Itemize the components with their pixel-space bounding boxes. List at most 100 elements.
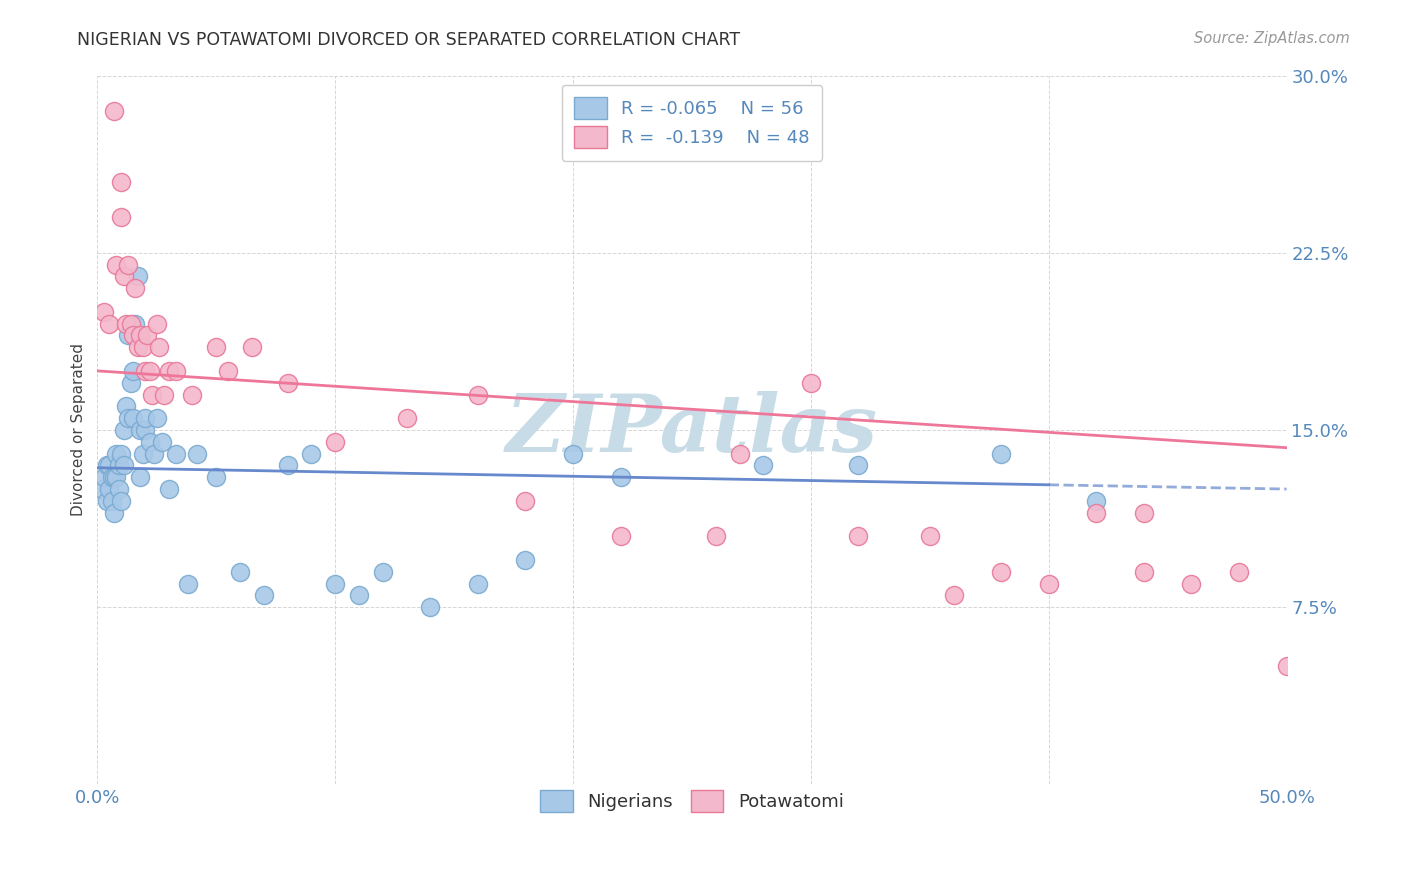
Point <box>93 470 115 484</box>
Point <box>186 447 208 461</box>
Point <box>98 482 121 496</box>
Point <box>134 364 156 378</box>
Legend: Nigerians, Potawatomi: Nigerians, Potawatomi <box>527 778 856 825</box>
Point <box>124 317 146 331</box>
Point <box>1133 506 1156 520</box>
Point <box>129 470 152 484</box>
Point <box>181 387 204 401</box>
Point <box>103 103 125 118</box>
Point <box>277 458 299 473</box>
Point <box>143 447 166 461</box>
Point <box>1133 565 1156 579</box>
Point <box>990 565 1012 579</box>
Point <box>918 529 941 543</box>
Point <box>136 328 159 343</box>
Point <box>752 458 775 473</box>
Point <box>120 376 142 390</box>
Point <box>205 470 228 484</box>
Point <box>146 411 169 425</box>
Point <box>103 470 125 484</box>
Point <box>124 281 146 295</box>
Point <box>134 411 156 425</box>
Point <box>467 387 489 401</box>
Point <box>1180 576 1202 591</box>
Point <box>112 458 135 473</box>
Point <box>609 529 631 543</box>
Point <box>122 411 145 425</box>
Point <box>562 447 585 461</box>
Point <box>141 387 163 401</box>
Point <box>105 470 128 484</box>
Point <box>146 317 169 331</box>
Point <box>117 411 139 425</box>
Point <box>800 376 823 390</box>
Point <box>93 305 115 319</box>
Point <box>134 423 156 437</box>
Point <box>942 588 965 602</box>
Point <box>217 364 239 378</box>
Point <box>165 447 187 461</box>
Point <box>105 258 128 272</box>
Point <box>150 434 173 449</box>
Text: NIGERIAN VS POTAWATOMI DIVORCED OR SEPARATED CORRELATION CHART: NIGERIAN VS POTAWATOMI DIVORCED OR SEPAR… <box>77 31 741 49</box>
Point <box>1275 659 1298 673</box>
Point <box>115 400 138 414</box>
Point <box>848 458 870 473</box>
Point <box>157 482 180 496</box>
Text: Source: ZipAtlas.com: Source: ZipAtlas.com <box>1194 31 1350 46</box>
Point <box>98 458 121 473</box>
Point <box>177 576 200 591</box>
Point <box>371 565 394 579</box>
Point <box>153 387 176 401</box>
Point <box>1085 506 1108 520</box>
Point <box>277 376 299 390</box>
Point <box>138 434 160 449</box>
Point <box>515 494 537 508</box>
Point <box>112 269 135 284</box>
Point <box>112 423 135 437</box>
Point <box>253 588 276 602</box>
Point <box>848 529 870 543</box>
Point <box>115 317 138 331</box>
Point <box>395 411 418 425</box>
Point <box>157 364 180 378</box>
Point <box>240 340 263 354</box>
Point <box>105 447 128 461</box>
Point <box>122 328 145 343</box>
Point <box>127 340 149 354</box>
Point <box>609 470 631 484</box>
Point <box>148 340 170 354</box>
Point <box>990 447 1012 461</box>
Point <box>91 482 114 496</box>
Point <box>110 175 132 189</box>
Text: ZIPatlas: ZIPatlas <box>506 392 877 468</box>
Point <box>110 211 132 225</box>
Point <box>107 458 129 473</box>
Point <box>103 506 125 520</box>
Point <box>515 553 537 567</box>
Point <box>96 494 118 508</box>
Point <box>129 423 152 437</box>
Point <box>704 529 727 543</box>
Point <box>419 600 441 615</box>
Point <box>131 447 153 461</box>
Point <box>122 364 145 378</box>
Point <box>120 317 142 331</box>
Point <box>347 588 370 602</box>
Point <box>1038 576 1060 591</box>
Point <box>728 447 751 461</box>
Point <box>323 434 346 449</box>
Point <box>165 364 187 378</box>
Point <box>96 458 118 473</box>
Point <box>100 494 122 508</box>
Point <box>131 340 153 354</box>
Point <box>299 447 322 461</box>
Y-axis label: Divorced or Separated: Divorced or Separated <box>72 343 86 516</box>
Point <box>117 258 139 272</box>
Point <box>1085 494 1108 508</box>
Point <box>467 576 489 591</box>
Point <box>110 494 132 508</box>
Point <box>100 470 122 484</box>
Point <box>1227 565 1250 579</box>
Point <box>98 317 121 331</box>
